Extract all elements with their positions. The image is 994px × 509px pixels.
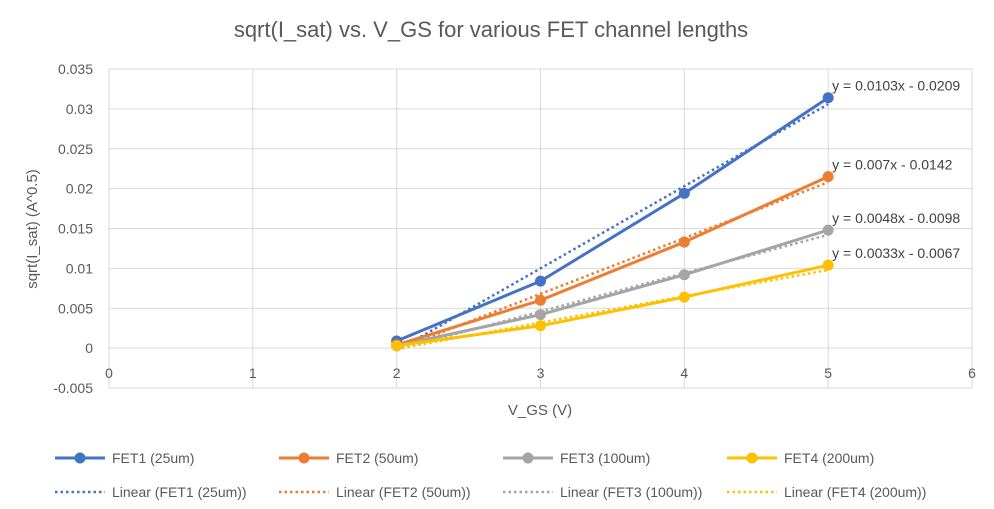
x-axis-ticks: 0 1 2 3 4 5 6 [105,365,976,381]
data-point [678,187,690,199]
y-axis-ticks: -0.005 0 0.005 0.01 0.015 0.02 0.025 0.03 0.035 [53,61,93,396]
data-point [822,224,834,236]
y-tick-label: 0.01 [66,260,93,276]
x-tick-label: 0 [105,365,113,381]
series-line-3 [396,228,829,348]
legend-label: FET4 (200um) [784,450,874,466]
data-point [678,236,690,248]
x-tick-label: 1 [249,365,257,381]
legend-label: Linear (FET4 (200um)) [784,484,926,500]
x-tick-label: 2 [393,365,401,381]
y-tick-label: -0.005 [53,380,93,396]
series-line-2 [396,175,829,347]
legend-marker [74,452,86,464]
trend-equation-4: y = 0.0033x - 0.0067 [832,245,960,261]
legend-item: Linear (FET2 (50um)) [279,484,471,500]
trend-equation-2: y = 0.007x - 0.0142 [832,157,952,173]
data-point [535,320,546,332]
legend-label: FET1 (25um) [112,450,194,466]
x-axis-title: V_GS (V) [508,402,572,419]
data-point [822,92,834,104]
data-point [822,171,834,183]
legend-marker [298,452,310,464]
legend-label: Linear (FET1 (25um)) [112,484,247,500]
series-line-4 [396,263,829,348]
grid [108,68,973,389]
legend-item: FET3 (100um) [503,450,650,466]
x-tick-label: 4 [680,365,688,381]
x-tick-label: 3 [537,365,545,381]
y-tick-label: 0.025 [58,141,93,157]
legend-label: Linear (FET3 (100um)) [560,484,702,500]
y-tick-label: 0.035 [58,61,93,77]
data-point [391,340,403,352]
data-point [535,275,546,287]
legend-item: FET1 (25um) [55,450,194,466]
data-point [822,259,834,271]
data-point [678,291,690,303]
y-tick-label: 0.005 [58,300,93,316]
legend-item: FET4 (200um) [727,450,874,466]
series-line-1 [396,96,829,343]
legend-item: Linear (FET1 (25um)) [55,484,247,500]
data-point [535,309,546,321]
legend-item: Linear (FET3 (100um)) [503,484,702,500]
data-point [678,269,690,281]
legend-label: FET2 (50um) [336,450,418,466]
legend: FET1 (25um) Linear (FET1 (25um)) FET2 (50u… [55,450,926,500]
data-point [535,294,546,306]
y-tick-label: 0.02 [66,181,93,197]
y-tick-label: 0.03 [66,101,93,117]
y-tick-label: 0.015 [58,221,93,237]
chart-title: sqrt(I_sat) vs. V_GS for various FET cha… [234,17,748,42]
legend-marker [746,452,758,464]
trend-equation-3: y = 0.0048x - 0.0098 [832,210,960,226]
legend-label: FET3 (100um) [560,450,650,466]
x-tick-label: 6 [968,365,976,381]
legend-item: FET2 (50um) [279,450,418,466]
trendline-equations: y = 0.0103x - 0.0209 y = 0.007x - 0.0142 y… [832,78,960,261]
legend-item: Linear (FET4 (200um)) [727,484,926,500]
y-axis-title: sqrt(I_sat) (A^0.5) [24,169,41,289]
legend-marker [522,452,534,464]
series-lines [391,92,834,352]
trend-equation-1: y = 0.0103x - 0.0209 [832,78,960,94]
y-tick-label: 0 [85,340,93,356]
x-tick-label: 5 [824,365,832,381]
legend-label: Linear (FET2 (50um)) [336,484,471,500]
